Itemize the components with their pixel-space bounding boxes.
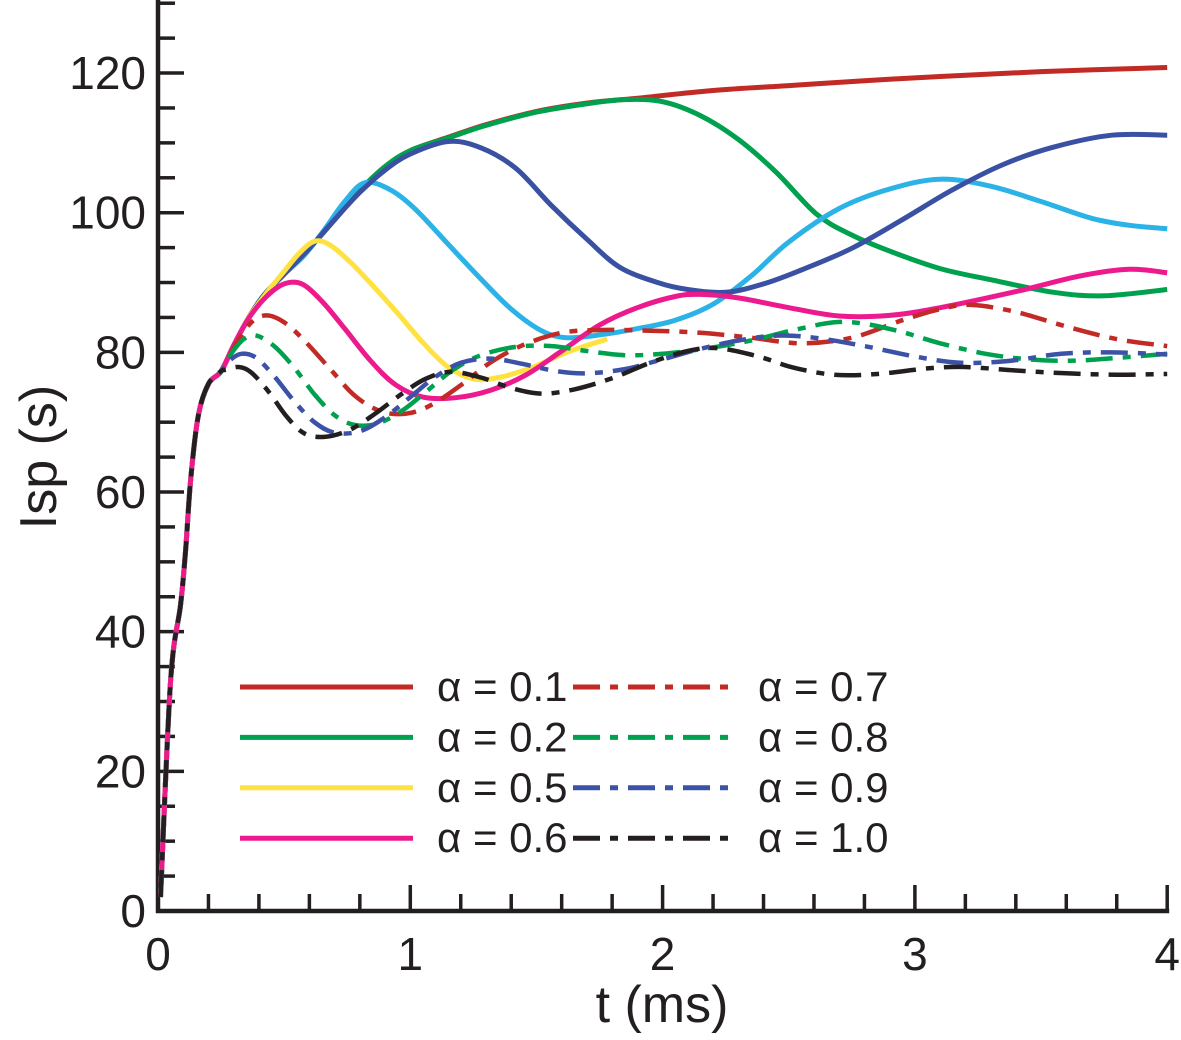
y-tick-label-40: 40 [95,606,146,658]
curve-alpha-0.8 [158,319,1168,898]
curve-alpha-0.2 [158,96,1168,898]
legend-label-alpha-1.0: α = 1.0 [758,814,889,861]
legend-label-alpha-0.7: α = 0.7 [758,663,889,710]
y-tick-label-60: 60 [95,466,146,518]
curve-alpha-0.9 [158,333,1168,898]
y-tick-label-20: 20 [95,745,146,797]
x-axis-title: t (ms) [596,976,729,1034]
legend-label-alpha-0.9: α = 0.9 [758,764,889,811]
y-tick-label-120: 120 [69,47,146,99]
x-tick-label-3: 3 [902,928,928,980]
x-tick-label-2: 2 [650,928,676,980]
y-tick-label-80: 80 [95,326,146,378]
legend-label-alpha-0.8: α = 0.8 [758,713,889,760]
legend-label-alpha-0.6: α = 0.6 [437,814,568,861]
curve-alpha-0.6 [158,266,1168,898]
y-tick-label-100: 100 [69,187,146,239]
legend-label-alpha-0.5: α = 0.5 [437,764,568,811]
curve-alpha-1.0 [158,345,1168,898]
y-axis-title: Isp (s) [10,385,68,529]
x-tick-label-0: 0 [145,928,171,980]
x-tick-label-4: 4 [1154,928,1180,980]
curve-navy-solid [158,131,1168,898]
y-tick-label-0: 0 [120,885,146,937]
legend-label-alpha-0.1: α = 0.1 [437,663,568,710]
x-tick-label-1: 1 [398,928,424,980]
legend-label-alpha-0.2: α = 0.2 [437,713,568,760]
